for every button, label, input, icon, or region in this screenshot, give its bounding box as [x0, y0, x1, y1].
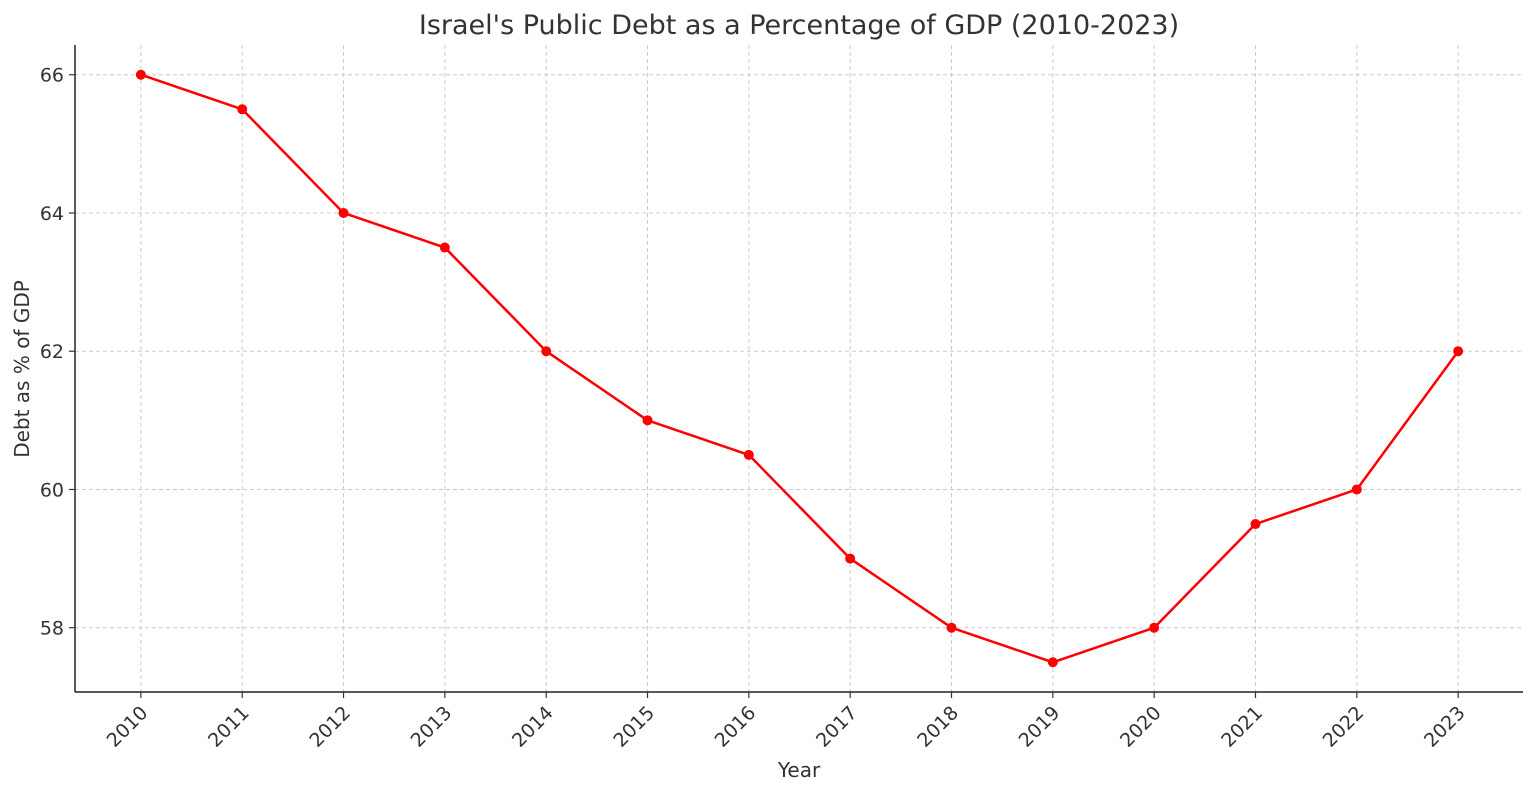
data-point-2012: [338, 207, 349, 218]
data-point-2013: [439, 242, 450, 253]
chart-title: Israel's Public Debt as a Percentage of …: [419, 10, 1179, 41]
x-tick-label: 2011: [204, 702, 254, 752]
x-tick-label: 2022: [1319, 702, 1369, 752]
x-tick-label: 2016: [711, 702, 761, 752]
x-axis-label: Year: [777, 758, 821, 782]
y-tick-label: 66: [40, 65, 64, 87]
x-tick-label: 2018: [913, 702, 963, 752]
data-point-2023: [1453, 346, 1464, 357]
y-tick-label: 60: [40, 479, 64, 501]
x-tick-label: 2021: [1217, 702, 1267, 752]
x-tick-label: 2015: [609, 702, 659, 752]
data-point-2021: [1250, 519, 1261, 530]
x-tick-label: 2014: [508, 702, 558, 752]
y-tick-label: 64: [40, 203, 64, 225]
x-tick-label: 2020: [1116, 702, 1166, 752]
data-point-2017: [845, 553, 856, 564]
data-point-2016: [743, 449, 754, 460]
x-tick-label: 2012: [305, 702, 355, 752]
series-line: [140, 73, 1460, 664]
data-point-2022: [1351, 484, 1362, 495]
data-point-2010: [135, 69, 146, 80]
y-axis-label: Debt as % of GDP: [10, 280, 34, 458]
y-tick-label: 62: [40, 341, 64, 363]
data-point-2019: [1047, 657, 1058, 668]
x-tick-label: 2019: [1015, 702, 1065, 752]
y-tick-label: 58: [40, 618, 64, 640]
axes: [74, 45, 1523, 693]
data-point-2018: [946, 622, 957, 633]
x-tick-label: 2010: [103, 702, 153, 752]
x-tick-label: 2013: [407, 702, 457, 752]
data-point-2014: [541, 346, 552, 357]
data-point-2020: [1149, 622, 1160, 633]
series: [135, 69, 1464, 668]
x-tick-label: 2017: [812, 702, 862, 752]
x-tick-label: 2023: [1420, 702, 1470, 752]
grid: [75, 45, 1523, 692]
data-point-2011: [237, 104, 248, 115]
data-point-2015: [642, 415, 653, 426]
